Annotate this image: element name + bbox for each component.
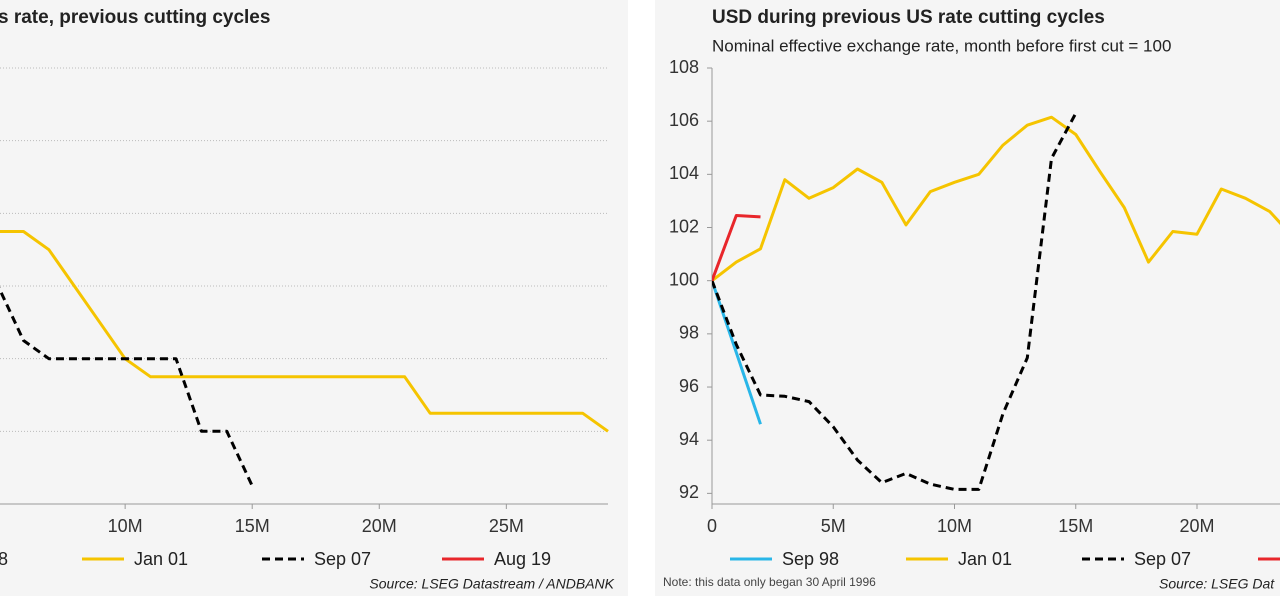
x-tick-label: 5M bbox=[821, 516, 846, 536]
legend-label: Aug 19 bbox=[494, 549, 551, 569]
series-line bbox=[712, 280, 762, 425]
y-tick-label: 104 bbox=[669, 163, 699, 183]
x-tick-label: 15M bbox=[235, 516, 270, 536]
x-tick-label: 20M bbox=[362, 516, 397, 536]
series-line bbox=[0, 230, 609, 433]
series-line bbox=[712, 214, 761, 282]
source: Source: LSEG Dat bbox=[1159, 576, 1275, 592]
y-tick-label: 100 bbox=[669, 269, 699, 289]
panel-right bbox=[655, 0, 1280, 596]
chart-subtitle: Nominal effective exchange rate, month b… bbox=[712, 36, 1171, 55]
y-tick-label: 92 bbox=[679, 482, 699, 502]
legend-label: 8 bbox=[0, 549, 8, 569]
x-tick-label: 0 bbox=[707, 516, 717, 536]
x-tick-label: 15M bbox=[1058, 516, 1093, 536]
legend-label: Sep 07 bbox=[1134, 549, 1191, 569]
plot-area bbox=[712, 112, 1280, 491]
legend-label: Sep 98 bbox=[782, 549, 839, 569]
legend-label: Sep 07 bbox=[314, 549, 371, 569]
y-tick-label: 98 bbox=[679, 323, 699, 343]
panel-left bbox=[0, 0, 628, 596]
y-tick-label: 108 bbox=[669, 57, 699, 77]
y-tick-label: 106 bbox=[669, 110, 699, 130]
x-tick-label: 10M bbox=[108, 516, 143, 536]
note: Note: this data only began 30 April 1996 bbox=[663, 575, 876, 589]
x-tick-label: 10M bbox=[937, 516, 972, 536]
y-tick-label: 102 bbox=[669, 216, 699, 236]
x-tick-label: 20M bbox=[1179, 516, 1214, 536]
plot-area bbox=[0, 230, 609, 487]
source: Source: LSEG Datastream / ANDBANK bbox=[369, 576, 614, 592]
series-line bbox=[712, 115, 1280, 282]
series-line bbox=[0, 286, 254, 487]
y-tick-label: 94 bbox=[679, 429, 699, 449]
chart-title: USD during previous US rate cutting cycl… bbox=[712, 7, 1105, 28]
legend-label: Jan 01 bbox=[134, 549, 188, 569]
x-tick-label: 25M bbox=[489, 516, 524, 536]
legend-label: Jan 01 bbox=[958, 549, 1012, 569]
y-tick-label: 96 bbox=[679, 376, 699, 396]
series-line bbox=[712, 112, 1078, 491]
chart-title: s rate, previous cutting cycles bbox=[0, 7, 270, 28]
